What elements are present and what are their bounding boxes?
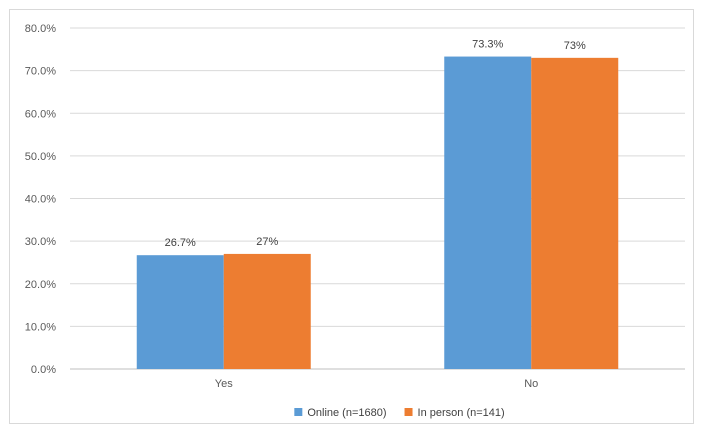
y-tick-label: 10.0% [25, 321, 56, 333]
legend-swatch-series-1 [404, 408, 413, 416]
data-label: 27% [256, 236, 278, 248]
bar-no-series-1 [531, 57, 619, 370]
y-tick-label: 30.0% [25, 236, 56, 248]
data-label: 73.3% [472, 39, 503, 51]
bar-yes-series-1 [223, 253, 311, 369]
legend: Online (n=1680) In person (n=141) [294, 407, 505, 419]
data-label: 26.7% [165, 237, 196, 249]
x-axis-ticks: Yes No [215, 378, 539, 390]
y-tick-label: 50.0% [25, 151, 56, 163]
data-labels: 26.7% 27% 73.3% 73% [165, 39, 586, 250]
y-tick-label: 80.0% [25, 23, 56, 35]
data-label: 73% [564, 40, 586, 52]
y-tick-label: 40.0% [25, 194, 56, 206]
legend-label: In person (n=141) [418, 407, 505, 419]
x-tick-label: Yes [215, 378, 233, 390]
x-tick-label: No [524, 378, 538, 390]
legend-swatch-series-0 [294, 408, 303, 416]
y-tick-label: 60.0% [25, 108, 56, 120]
legend-label: Online (n=1680) [307, 407, 386, 419]
bar-no-series-0 [444, 56, 532, 370]
bars [136, 56, 619, 370]
y-tick-label: 70.0% [25, 66, 56, 78]
y-tick-label: 0.0% [31, 364, 56, 376]
y-axis-ticks: 0.0% 10.0% 20.0% 30.0% 40.0% 50.0% 60.0% 70.0% 8… [25, 23, 56, 376]
bar-yes-series-0 [136, 255, 224, 369]
y-tick-label: 20.0% [25, 279, 56, 291]
